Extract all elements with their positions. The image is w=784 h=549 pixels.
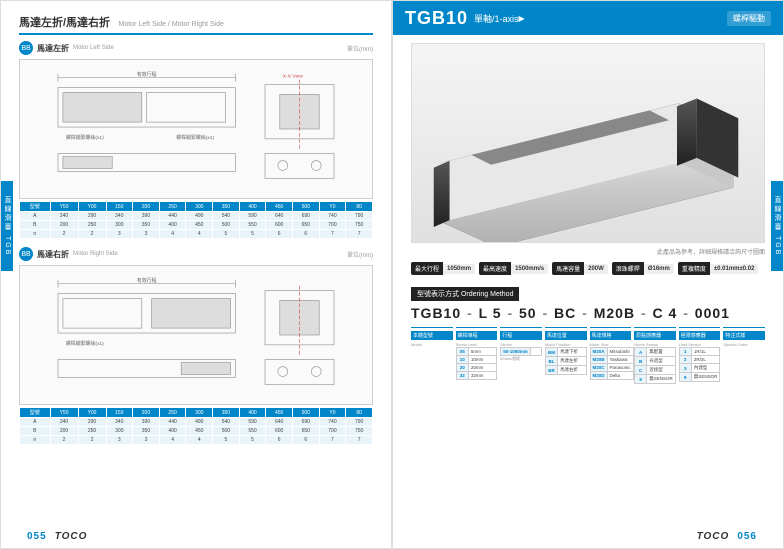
- spec-pill: 最大行程1050mm: [411, 262, 475, 275]
- play-icon: ▶: [519, 14, 525, 23]
- order-column: 行程Stroke50-1050mm50mm/間距: [500, 327, 542, 384]
- model-code: TGB10: [405, 8, 468, 29]
- brand-logo: TOCO: [55, 531, 88, 542]
- ordering-code: TGB10 - L 5 - 50 - BC - M20B - C 4 - 000…: [411, 305, 765, 321]
- order-column: 馬達規格Motor SizeM20AMitsubishiM20BYaskawaM…: [590, 327, 632, 384]
- order-column: 極限感應器Limit Sensor11R/1L22R/2L3內建型9無SENSO…: [679, 327, 721, 384]
- page-number: 055: [27, 531, 47, 542]
- section-en: Motor Right Side: [73, 251, 118, 257]
- catalog-spread: 直線滑臺 TGB 馬達左折/馬達右折 Motor Left Side / Mot…: [0, 0, 784, 549]
- section-badge: BB: [19, 41, 33, 55]
- ordering-title: 型號表示方式 Ordering Method: [411, 287, 519, 301]
- spec-table-2: 型號Y50Y00150200250300350400450500Y080A240…: [19, 407, 373, 445]
- spec-pill: 最高速度1500mm/s: [479, 262, 548, 275]
- section-en: Motor Left Side: [73, 45, 114, 51]
- page-number: 056: [737, 531, 757, 542]
- side-tab-right: 直線滑臺 TGB: [771, 181, 783, 271]
- order-column: 螺桿導程Screw Lead055mm1010mm2020mm3232mm: [456, 327, 498, 384]
- svg-text:螺桿銷緊螺絲(x1): 螺桿銷緊螺絲(x1): [66, 134, 104, 141]
- title-zh: 馬達左折/馬達右折: [19, 17, 110, 29]
- page-left: 直線滑臺 TGB 馬達左折/馬達右折 Motor Left Side / Mot…: [0, 0, 392, 549]
- section-label-1: BB 馬達左折 Motor Left Side 單位(mm): [19, 41, 373, 55]
- spec-pill: 重複精度±0.01mm±0.02: [678, 262, 759, 275]
- svg-text:X-X View: X-X View: [283, 74, 304, 80]
- product-photo: [411, 43, 765, 243]
- footer-right: TOCO 056: [697, 531, 765, 542]
- svg-text:有效行程: 有效行程: [137, 277, 157, 284]
- order-column: 馬達位置Motor PositionBM馬達下折BL馬達左折BR馬達右折: [545, 327, 587, 384]
- section-unit: 單位(mm): [347, 44, 373, 53]
- page-right: 直線滑臺 TGB TGB10 單軸/1-axis ▶ 螺桿驅動: [392, 0, 784, 549]
- svg-text:螺桿銷緊螺絲(x1): 螺桿銷緊螺絲(x1): [176, 134, 214, 141]
- model-header: TGB10 單軸/1-axis ▶ 螺桿驅動: [393, 1, 783, 35]
- ordering-breakdown: 本體型號Model螺桿導程Screw Lead055mm1010mm2020mm…: [411, 327, 765, 384]
- footer-left: 055 TOCO: [19, 531, 87, 542]
- left-page-title: 馬達左折/馬達右折 Motor Left Side / Motor Right …: [19, 13, 373, 35]
- spec-pills: 最大行程1050mm 最高速度1500mm/s 馬達容量200W 滾珠螺桿Ø16mm 重…: [411, 262, 765, 275]
- svg-text:螺桿銷緊螺絲(x1): 螺桿銷緊螺絲(x1): [66, 340, 104, 347]
- title-en: Motor Left Side / Motor Right Side: [119, 21, 224, 28]
- order-column: 原點感應器Home SensorA無配置B光遮型C近接型9無SENSOR: [634, 327, 676, 384]
- order-column: 特注式樣Special Order: [723, 327, 765, 384]
- model-subtitle: 單軸/1-axis: [474, 12, 519, 25]
- section-unit: 單位(mm): [347, 250, 373, 259]
- brand-logo: TOCO: [697, 531, 730, 542]
- svg-text:有效行程: 有效行程: [137, 71, 157, 78]
- side-tab-left: 直線滑臺 TGB: [1, 181, 13, 271]
- section-badge: BB: [19, 247, 33, 261]
- spec-pill: 滾珠螺桿Ø16mm: [612, 262, 674, 275]
- technical-drawing-2: 有效行程 螺桿銷緊螺絲(x1): [19, 265, 373, 405]
- drive-type-tag: 螺桿驅動: [727, 11, 771, 26]
- section-label-2: BB 馬達右折 Motor Right Side 單位(mm): [19, 247, 373, 261]
- technical-drawing-1: 有效行程 螺桿銷緊螺絲(x1) 螺桿銷緊螺絲(x1) X-X View: [19, 59, 373, 199]
- order-column: 本體型號Model: [411, 327, 453, 384]
- spec-table-1: 型號Y50Y00150200250300350400450500Y080A240…: [19, 201, 373, 239]
- section-zh: 馬達右折: [37, 249, 69, 260]
- photo-caption: 此產品為參考，詳細規格請洽詢尺寸圖面: [411, 247, 765, 256]
- section-zh: 馬達左折: [37, 43, 69, 54]
- spec-pill: 馬達容量200W: [552, 262, 608, 275]
